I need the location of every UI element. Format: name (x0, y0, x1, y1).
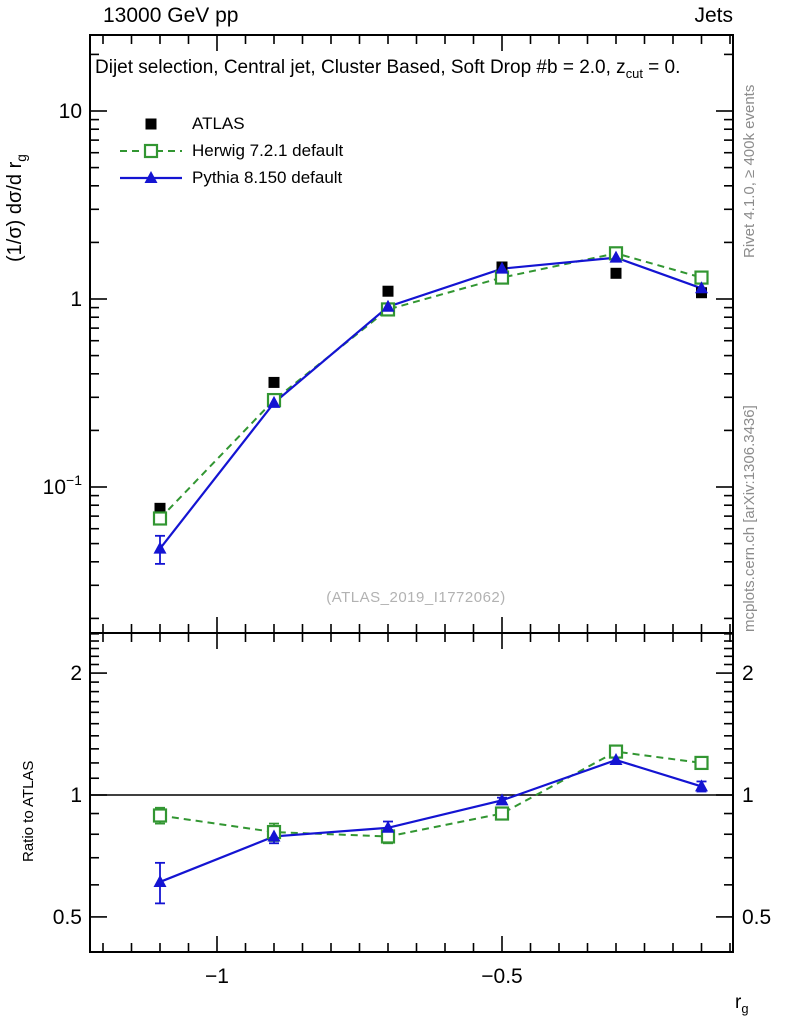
y-axis-label-top: (1/σ) dσ/d rg (4, 154, 29, 262)
y-tick-label: 1 (70, 288, 82, 311)
series-markers-ratio (152, 744, 709, 887)
legend-item-pythia: Pythia 8.150 default (118, 164, 343, 191)
x-axis-tick-labels: −1 −0.5 (205, 965, 523, 988)
series-lines-top (159, 252, 702, 550)
series-lines-ratio (159, 750, 702, 883)
data-point-marker (695, 779, 708, 792)
y-axis-tick-labels-ratio: 2 2 1 1 0.5 0.5 (53, 662, 771, 929)
series-line-ratio (159, 758, 702, 883)
data-point-marker (381, 299, 395, 312)
y-axis-ticks-top (91, 53, 732, 620)
plot-title-tail: = 0. (642, 57, 681, 78)
y-axis-ticks-ratio (91, 633, 732, 918)
x-axis-label-text: r (735, 992, 742, 1013)
ratio-panel-frame (89, 632, 734, 953)
data-point-marker (267, 829, 281, 842)
legend: ATLAS Herwig 7.2.1 default Pythia 8.150 … (118, 110, 343, 191)
y-tick-label: 10 (59, 100, 82, 123)
analysis-id-watermark: (ATLAS_2019_I1772062) (326, 589, 506, 606)
data-point-marker (494, 806, 510, 821)
y-axis-tick-labels-top: 10 1 10−1 (43, 100, 83, 499)
data-point-marker (495, 261, 509, 274)
panel-frames (89, 34, 734, 953)
y-axis-label-top-subscript: g (14, 154, 29, 162)
data-point-marker (153, 874, 167, 887)
x-axis-label: rg (735, 992, 749, 1016)
ratio-tick-label-right: 1 (742, 784, 754, 807)
data-point-marker (154, 502, 166, 514)
data-point-marker (695, 281, 708, 294)
ratio-tick-label-right: 0.5 (742, 906, 771, 929)
data-point-marker (610, 267, 622, 279)
data-point-marker (268, 376, 280, 388)
x-axis-label-subscript: g (741, 1000, 749, 1016)
ratio-tick-label-left: 2 (70, 662, 82, 685)
data-point-marker (152, 511, 168, 526)
legend-label-pythia: Pythia 8.150 default (192, 167, 343, 187)
series-line-top (159, 256, 702, 550)
legend-item-atlas: ATLAS (118, 110, 343, 137)
process-label: Jets (694, 4, 733, 27)
legend-label-herwig: Herwig 7.2.1 default (192, 140, 344, 160)
data-point-marker (609, 753, 623, 766)
atlas-marker-icon (145, 118, 157, 129)
pythia-marker-icon (120, 170, 182, 183)
data-point-marker (152, 808, 168, 823)
data-point-marker (495, 793, 509, 806)
plot-title: Dijet selection, Central jet, Cluster Ba… (95, 57, 680, 81)
x-axis-ticks (102, 36, 731, 951)
ratio-tick-label-left: 0.5 (53, 906, 82, 929)
y-tick-label: 10−1 (43, 472, 83, 499)
plot-title-subscript: cut (625, 65, 643, 81)
data-point-marker (694, 755, 709, 771)
legend-item-herwig: Herwig 7.2.1 default (118, 137, 343, 164)
data-point-marker (267, 395, 281, 408)
rivet-version-note: Rivet 4.1.0, ≥ 400k events (741, 84, 758, 258)
beam-energy-label: 13000 GeV pp (103, 4, 239, 27)
data-point-marker (153, 541, 167, 554)
mcplots-reference-note: mcplots.cern.ch [arXiv:1306.3436] (741, 405, 758, 632)
series-markers-top (152, 246, 709, 554)
y-axis-label-ratio: Ratio to ATLAS (20, 760, 37, 862)
y-axis-label-top-text: (1/σ) dσ/d r (4, 161, 26, 262)
series-line-top (159, 252, 702, 520)
data-point-marker (381, 820, 395, 833)
data-point-marker (609, 250, 623, 263)
x-tick-label: −1 (205, 965, 229, 988)
ratio-tick-label-right: 2 (742, 662, 754, 685)
plot-title-main: Dijet selection, Central jet, Cluster Ba… (95, 57, 626, 78)
ratio-tick-label-left: 1 (70, 784, 82, 807)
x-tick-label: −0.5 (481, 965, 522, 988)
herwig-marker-icon (120, 143, 182, 158)
legend-label-atlas: ATLAS (192, 113, 245, 133)
data-point-marker (382, 285, 394, 297)
